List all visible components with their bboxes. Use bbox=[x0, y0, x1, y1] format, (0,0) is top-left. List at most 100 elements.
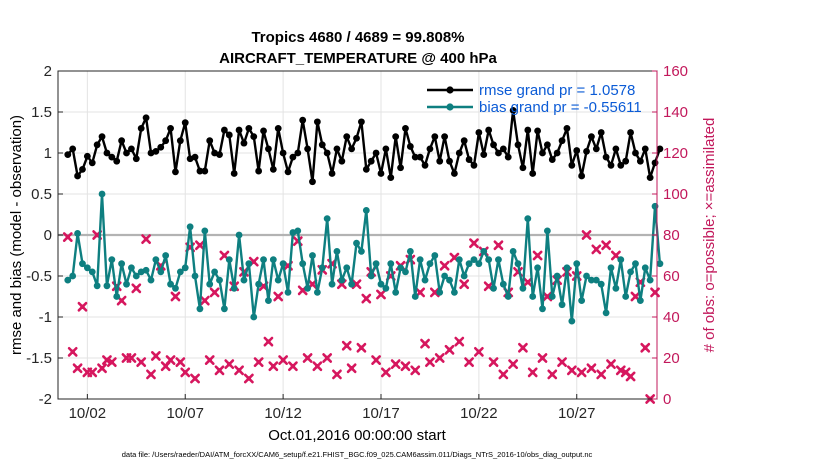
bias-point bbox=[196, 305, 204, 313]
bias-point bbox=[225, 256, 233, 263]
y-left-tick-label: 0 bbox=[44, 227, 52, 244]
bias-point bbox=[602, 309, 610, 317]
obs-count-dot bbox=[148, 372, 154, 377]
rmse-point bbox=[152, 147, 160, 155]
bias-point bbox=[504, 293, 512, 300]
bias-point bbox=[402, 268, 409, 276]
obs-count-dot bbox=[276, 294, 281, 299]
obs-count-dot bbox=[471, 241, 477, 246]
rmse-point bbox=[622, 157, 630, 165]
data-file-footer: data file: /Users/raeder/DAI/ATM_forcXX/… bbox=[122, 450, 593, 459]
bias-point bbox=[206, 280, 214, 288]
rmse-point bbox=[592, 145, 600, 153]
bias-point bbox=[627, 268, 634, 276]
y-right-tick-label: 100 bbox=[663, 186, 688, 203]
bias-point bbox=[201, 227, 209, 235]
y-right-tick-label: 20 bbox=[663, 350, 680, 367]
rmse-point bbox=[402, 124, 409, 132]
y-axis-right-label: # of obs: o=possible; ×=assimilated bbox=[701, 118, 718, 353]
obs-count-dot bbox=[178, 359, 183, 365]
obs-count-dot bbox=[559, 359, 565, 365]
rmse-point bbox=[265, 145, 272, 153]
bias-point bbox=[123, 280, 130, 288]
bias-point bbox=[88, 268, 96, 276]
obs-count-dot bbox=[324, 355, 330, 361]
bias-point bbox=[592, 276, 600, 284]
obs-count-dot bbox=[197, 243, 203, 248]
bias-point bbox=[495, 256, 502, 263]
bias-point bbox=[534, 264, 541, 272]
chart-subtitle: AIRCRAFT_TEMPERATURE @ 400 hPa bbox=[219, 50, 497, 67]
bias-point bbox=[519, 284, 527, 292]
y-axis-left-label: rmse and bias (model - observation) bbox=[8, 115, 25, 355]
rmse-point bbox=[568, 161, 576, 169]
obs-count-dot bbox=[437, 355, 442, 361]
bias-point bbox=[558, 301, 566, 309]
rmse-point bbox=[632, 149, 639, 157]
rmse-point bbox=[93, 141, 101, 149]
bias-point bbox=[617, 256, 625, 263]
rmse-point bbox=[490, 141, 497, 149]
rmse-point bbox=[333, 145, 341, 153]
bias-point bbox=[465, 260, 473, 268]
x-tick-label: 10/17 bbox=[362, 405, 400, 422]
rmse-point bbox=[181, 119, 189, 127]
rmse-point bbox=[74, 172, 81, 180]
obs-count-dot bbox=[85, 370, 90, 375]
rmse-point bbox=[499, 145, 507, 153]
y-left-tick-label: 1.5 bbox=[31, 104, 52, 121]
obs-count-dot bbox=[545, 294, 550, 299]
bias-point bbox=[83, 264, 91, 272]
rmse-point bbox=[206, 137, 214, 145]
bias-point bbox=[69, 272, 77, 280]
bias-point bbox=[323, 215, 331, 223]
obs-count-dot bbox=[256, 359, 261, 365]
legend-bias-marker bbox=[446, 103, 454, 111]
y-left-tick-label: -1 bbox=[39, 309, 52, 326]
obs-count-dot bbox=[129, 355, 134, 361]
bias-series bbox=[64, 190, 664, 325]
obs-count-dot bbox=[280, 357, 286, 363]
obs-count-dot bbox=[124, 355, 129, 361]
bias-point bbox=[103, 282, 111, 290]
bias-point bbox=[313, 289, 321, 296]
obs-count-dot bbox=[613, 253, 619, 258]
rmse-point bbox=[475, 129, 483, 136]
rmse-point bbox=[534, 127, 541, 135]
rmse-point bbox=[524, 126, 532, 134]
rmse-point bbox=[416, 153, 424, 161]
rmse-point bbox=[128, 145, 135, 153]
bias-point bbox=[436, 289, 444, 296]
rmse-point bbox=[328, 170, 336, 177]
rmse-point bbox=[636, 157, 644, 165]
rmse-point bbox=[167, 124, 174, 132]
grid bbox=[58, 71, 657, 399]
bias-point bbox=[250, 313, 258, 321]
bias-point bbox=[641, 264, 649, 272]
axis-ticks: 10/02 10/07 10/12 10/17 10/22 10/27 -2 -1.5 -1 -0… bbox=[26, 63, 688, 422]
obs-count-dot bbox=[594, 247, 599, 252]
rmse-point bbox=[612, 145, 620, 153]
obs-count-dot bbox=[540, 355, 545, 361]
rmse-point bbox=[220, 126, 228, 134]
bias-point bbox=[235, 231, 243, 239]
bias-point bbox=[455, 256, 463, 263]
obs-count-dot bbox=[432, 290, 438, 295]
bias-point bbox=[597, 280, 605, 288]
obs-count-dot bbox=[608, 361, 614, 367]
obs-count-dot bbox=[153, 353, 159, 359]
rmse-point bbox=[64, 151, 72, 159]
obs-count-dot bbox=[496, 243, 501, 248]
bias-point bbox=[343, 264, 351, 272]
bias-point bbox=[622, 293, 630, 300]
obs-count-dot bbox=[99, 366, 105, 371]
obs-count-dot bbox=[266, 339, 271, 344]
rmse-point bbox=[299, 116, 307, 124]
obs-count-dot bbox=[569, 368, 575, 373]
bias-point bbox=[441, 272, 449, 280]
rmse-point bbox=[162, 137, 170, 145]
obs-count-dot bbox=[461, 282, 467, 287]
bias-point bbox=[118, 260, 126, 268]
rmse-point bbox=[323, 149, 331, 157]
bias-point bbox=[132, 272, 140, 280]
